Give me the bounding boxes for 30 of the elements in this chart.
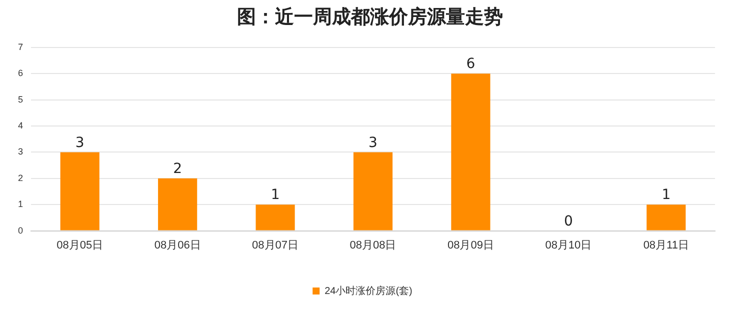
x-tick-label: 08月11日 xyxy=(643,239,689,252)
x-tick-label: 08月10日 xyxy=(545,239,592,252)
y-tick-label: 4 xyxy=(18,120,24,130)
data-label: 1 xyxy=(270,187,280,204)
bar xyxy=(451,74,490,230)
bar xyxy=(60,152,100,230)
x-tick-label: 08月05日 xyxy=(56,239,104,252)
y-tick-label: 2 xyxy=(18,172,24,183)
data-label: 3 xyxy=(75,134,84,151)
x-tick-label: 08月09日 xyxy=(447,239,494,252)
y-tick-label: 6 xyxy=(18,68,24,78)
x-tick-label: 08月06日 xyxy=(154,239,201,252)
bar xyxy=(353,152,393,230)
y-tick-label: 3 xyxy=(18,146,24,157)
y-tick-label: 7 xyxy=(18,42,24,52)
bar xyxy=(646,204,686,230)
data-label: 6 xyxy=(466,56,476,72)
x-tick-label: 08月08日 xyxy=(350,239,396,252)
y-tick-label: 5 xyxy=(18,94,24,104)
chart-title: 图：近一周成都涨价房源量走势 xyxy=(236,5,504,30)
legend-label: 24小时涨价房源(套) xyxy=(324,284,412,297)
data-label: 2 xyxy=(173,161,182,178)
x-tick-label: 08月07日 xyxy=(252,239,299,252)
y-tick-label: 0 xyxy=(18,225,24,236)
data-label: 3 xyxy=(368,134,378,151)
y-tick-label: 1 xyxy=(18,199,24,210)
bar xyxy=(158,178,198,230)
data-label: 1 xyxy=(662,187,671,204)
bar xyxy=(256,204,295,230)
data-label: 0 xyxy=(564,213,573,230)
